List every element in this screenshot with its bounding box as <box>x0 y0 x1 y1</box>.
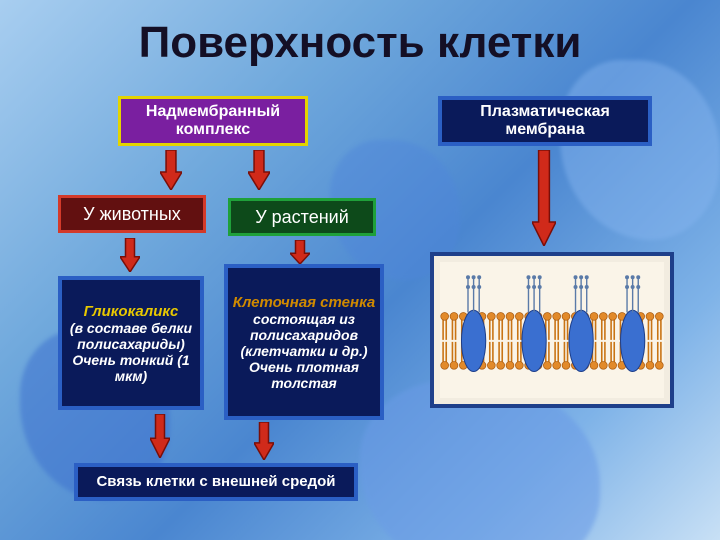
arrow-glyco-to-link <box>150 414 170 458</box>
arrow-wall-to-link <box>254 422 274 460</box>
desc-glycocalyx: Гликокаликс (в составе белки полисахарид… <box>58 276 204 410</box>
desc-glyco-sub: (в составе белки полисахариды) Очень тон… <box>66 320 196 384</box>
desc-wall-sub: состоящая из полисахаридов (клетчатки и … <box>232 311 376 391</box>
desc-wall-headline: Клеточная стенка <box>233 294 375 311</box>
page-title: Поверхность клетки <box>0 18 720 68</box>
arrow-animals-to-glyco <box>120 238 140 272</box>
membrane-svg <box>440 262 664 398</box>
box-supra-label: Надмембранный комплекс <box>127 103 299 140</box>
box-animals-label: У животных <box>83 204 181 225</box>
box-plants: У растений <box>228 198 376 236</box>
membrane-illustration <box>430 252 674 408</box>
box-plants-label: У растений <box>255 207 349 228</box>
box-plasma-label: Плазматическая мембрана <box>448 103 642 140</box>
desc-glyco-headline: Гликокаликс <box>84 303 179 320</box>
box-external-link: Связь клетки с внешней средой <box>74 463 358 501</box>
desc-cell-wall: Клеточная стенка состоящая из полисахари… <box>224 264 384 420</box>
box-animals: У животных <box>58 195 206 233</box>
box-link-label: Связь клетки с внешней средой <box>96 473 335 490</box>
arrow-plasma-to-image <box>532 150 556 246</box>
arrow-plants-to-wall <box>290 240 310 264</box>
bg-flower <box>560 60 720 240</box>
arrow-supra-to-plants <box>248 150 270 190</box>
box-supramembrane-complex: Надмембранный комплекс <box>118 96 308 146</box>
arrow-supra-to-animals <box>160 150 182 190</box>
box-plasma-membrane: Плазматическая мембрана <box>438 96 652 146</box>
